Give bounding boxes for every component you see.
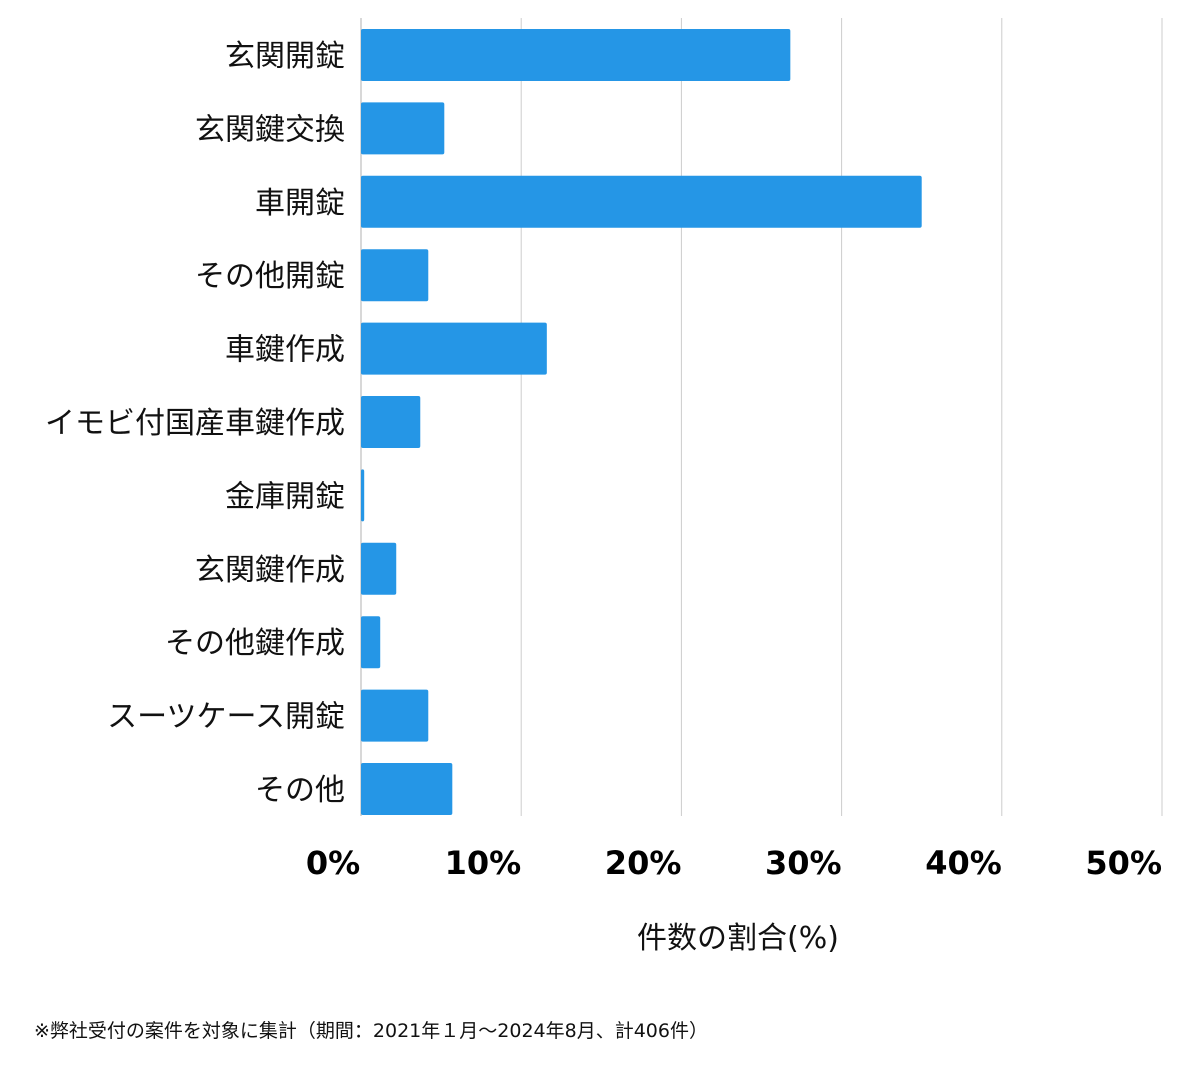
category-label: 車開錠	[255, 186, 345, 221]
category-label: 玄関鍵作成	[195, 553, 345, 588]
category-label: 金庫開錠	[225, 479, 345, 514]
category-label: その他	[255, 773, 345, 808]
category-label: イモビ付国産車鍵作成	[45, 406, 345, 441]
category-labels: 玄関開錠玄関鍵交換車開錠その他開錠車鍵作成イモビ付国産車鍵作成金庫開錠玄関鍵作成…	[45, 39, 345, 808]
x-axis-title: 件数の割合(%)	[637, 921, 839, 956]
bar	[361, 175, 922, 228]
gridlines	[360, 18, 1163, 816]
bar	[361, 616, 381, 669]
x-tick-label: 0%	[306, 844, 360, 882]
category-label: 車鍵作成	[225, 333, 345, 368]
x-tick-label: 20%	[605, 844, 682, 882]
bar	[361, 689, 429, 742]
x-tick-labels: 0% 10% 20% 30% 40% 50%	[306, 844, 1162, 882]
category-label: スーツケース開錠	[107, 700, 345, 735]
x-tick-label: 30%	[765, 844, 842, 882]
category-label: その他鍵作成	[165, 626, 345, 661]
x-tick-label: 50%	[1085, 844, 1162, 882]
bar	[361, 542, 397, 595]
x-tick-label: 40%	[925, 844, 1002, 882]
bars	[361, 29, 922, 815]
bar	[361, 322, 547, 375]
bar	[361, 29, 791, 81]
category-label: その他開錠	[195, 259, 345, 294]
category-label: 玄関開錠	[225, 39, 345, 74]
x-tick-label: 10%	[445, 844, 522, 882]
bar	[361, 396, 421, 448]
bar	[361, 469, 365, 522]
bar	[361, 763, 453, 815]
bar	[361, 249, 429, 302]
category-label: 玄関鍵交換	[195, 112, 345, 147]
bar	[361, 102, 445, 155]
footnote: ※弊社受付の案件を対象に集計（期間：2021年１月～2024年8月、計406件）	[34, 1020, 708, 1042]
